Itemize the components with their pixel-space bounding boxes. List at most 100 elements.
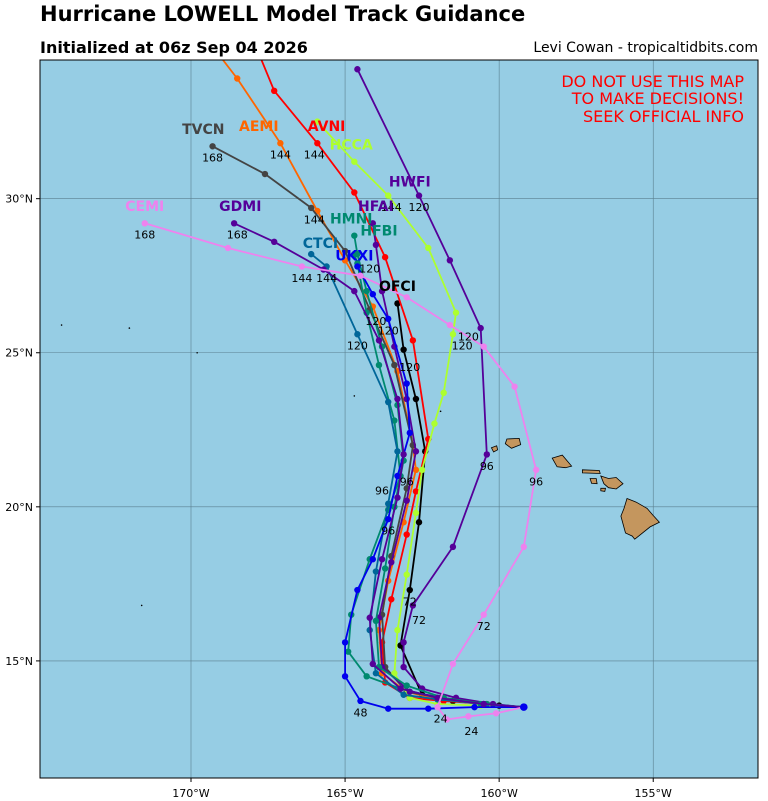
model-name-avni: AVNI: [308, 119, 346, 135]
track-point-ukxi: [394, 472, 401, 480]
track-point-hfbi: [375, 361, 383, 369]
lat-tick-label: 20°N: [5, 501, 33, 514]
forecast-hour-label: 144: [304, 213, 325, 226]
track-point-cemi: [449, 660, 457, 668]
track-point-avni: [351, 189, 358, 196]
track-line-avni: [260, 60, 524, 708]
island-niihau: [490, 445, 499, 453]
warning-line-1: DO NOT USE THIS MAP: [561, 72, 744, 91]
track-point-ctci: [385, 500, 392, 507]
track-point-ctci: [385, 398, 392, 406]
forecast-hour-label: 168: [202, 152, 223, 165]
model-name-ukxi: UKXI: [335, 248, 373, 264]
track-point-cemi: [511, 383, 518, 390]
track-point-hmni: [403, 682, 410, 689]
model-name-ctci: CTCI: [303, 236, 338, 252]
track-point-ukxi: [341, 639, 349, 646]
track-point-hfai: [372, 241, 380, 249]
track-point-hcca: [351, 158, 358, 165]
track-point-tvcn: [209, 143, 216, 150]
warning-text: DO NOT USE THIS MAP TO MAKE DECISIONS! S…: [561, 72, 744, 126]
forecast-hour-label: 120: [452, 340, 473, 353]
track-point-aemi: [203, 35, 209, 41]
track-point-avni: [381, 254, 389, 261]
forecast-hour-label: 120: [347, 340, 368, 353]
track-point-gdmi: [375, 337, 383, 344]
track-point-ukxi: [385, 515, 392, 523]
forecast-hour-label: 120: [399, 361, 420, 374]
track-point-hcca: [418, 466, 426, 474]
track-point-hfbi: [351, 250, 358, 258]
forecast-hour-label: 144: [291, 272, 312, 285]
track-point-ukxi: [369, 556, 377, 563]
track-point-hcca: [314, 118, 321, 125]
track-point-avni: [388, 596, 395, 603]
track-point-hwfi: [446, 257, 454, 264]
track-point-hmni: [372, 617, 380, 625]
track-point-gdmi: [351, 287, 358, 295]
track-point-cemi: [492, 710, 500, 717]
track-point-hwfi: [400, 639, 407, 646]
island-maui: [600, 475, 624, 490]
track-point-ofci: [415, 519, 423, 526]
track-point-hfai: [412, 448, 420, 455]
forecast-hour-label: 168: [134, 229, 155, 242]
track-point-avni: [314, 140, 321, 147]
track-point-avni: [409, 337, 417, 344]
track-point-hfbi: [363, 673, 370, 680]
forecast-hour-label: 96: [381, 525, 395, 538]
track-point-cemi: [532, 466, 540, 474]
model-name-hmni: HMNI: [330, 211, 373, 227]
lon-tick-label: 165°W: [326, 787, 363, 800]
track-point-hwfi: [477, 324, 484, 332]
track-point-ctci: [307, 250, 315, 258]
track-point-gdmi: [230, 220, 238, 227]
track-point-hfai: [378, 287, 386, 295]
island-kauai: [504, 437, 522, 449]
axis-labels: 170°W 165°W 160°W 155°W 15°N 20°N 25°N 30°N: [5, 193, 672, 800]
track-point-hcca: [440, 389, 447, 397]
model-name-cemi: CEMI: [125, 199, 164, 215]
track-point-ukxi: [354, 263, 361, 270]
track-point-hmni: [351, 232, 358, 239]
track-point-hcca: [403, 571, 410, 578]
track-point-ofci: [406, 586, 413, 594]
track-point-ctci: [400, 691, 407, 698]
track-point-cemi: [465, 713, 472, 720]
track-point-aemi: [234, 75, 241, 82]
track-point-tvcn: [341, 247, 349, 255]
track-point-hfbi: [344, 648, 352, 655]
track-gdmi: [230, 220, 528, 711]
track-point-ctci: [372, 670, 380, 677]
track-point-aemi: [412, 466, 420, 474]
track-point-hwfi: [449, 543, 457, 551]
track-point-cemi: [298, 263, 306, 270]
track-ukxi: [341, 263, 528, 712]
track-point-cemi: [224, 244, 232, 252]
track-point-hcca: [412, 509, 420, 517]
islet-speck: [140, 604, 143, 607]
islet-speck: [196, 351, 198, 354]
island-kahoolawe: [600, 487, 607, 492]
credit-text: Levi Cowan - tropicaltidbits.com: [533, 40, 758, 56]
islet-speck: [60, 324, 63, 326]
track-point-avni: [270, 87, 278, 95]
track-point-ukxi: [385, 705, 392, 712]
track-point-gdmi: [400, 451, 407, 458]
track-point-ukxi: [403, 380, 410, 387]
forecast-hour-label: 144: [270, 149, 291, 162]
track-point-gdmi: [480, 700, 487, 708]
track-point-hfai: [369, 220, 377, 227]
forecast-hour-label: 72: [412, 614, 426, 627]
track-point-cemi: [446, 321, 454, 329]
track-point-cemi: [141, 220, 148, 227]
forecast-hour-label: 48: [353, 706, 367, 719]
track-point-ukxi: [369, 290, 377, 298]
track-point-cemi: [403, 294, 410, 301]
island-oahu: [551, 454, 573, 469]
model-name-hfai: HFAI: [358, 199, 394, 215]
forecast-hour-label: 96: [529, 475, 543, 488]
track-point-aemi: [341, 257, 349, 264]
track-point-ukxi: [406, 429, 413, 437]
track-point-avni: [403, 531, 410, 538]
